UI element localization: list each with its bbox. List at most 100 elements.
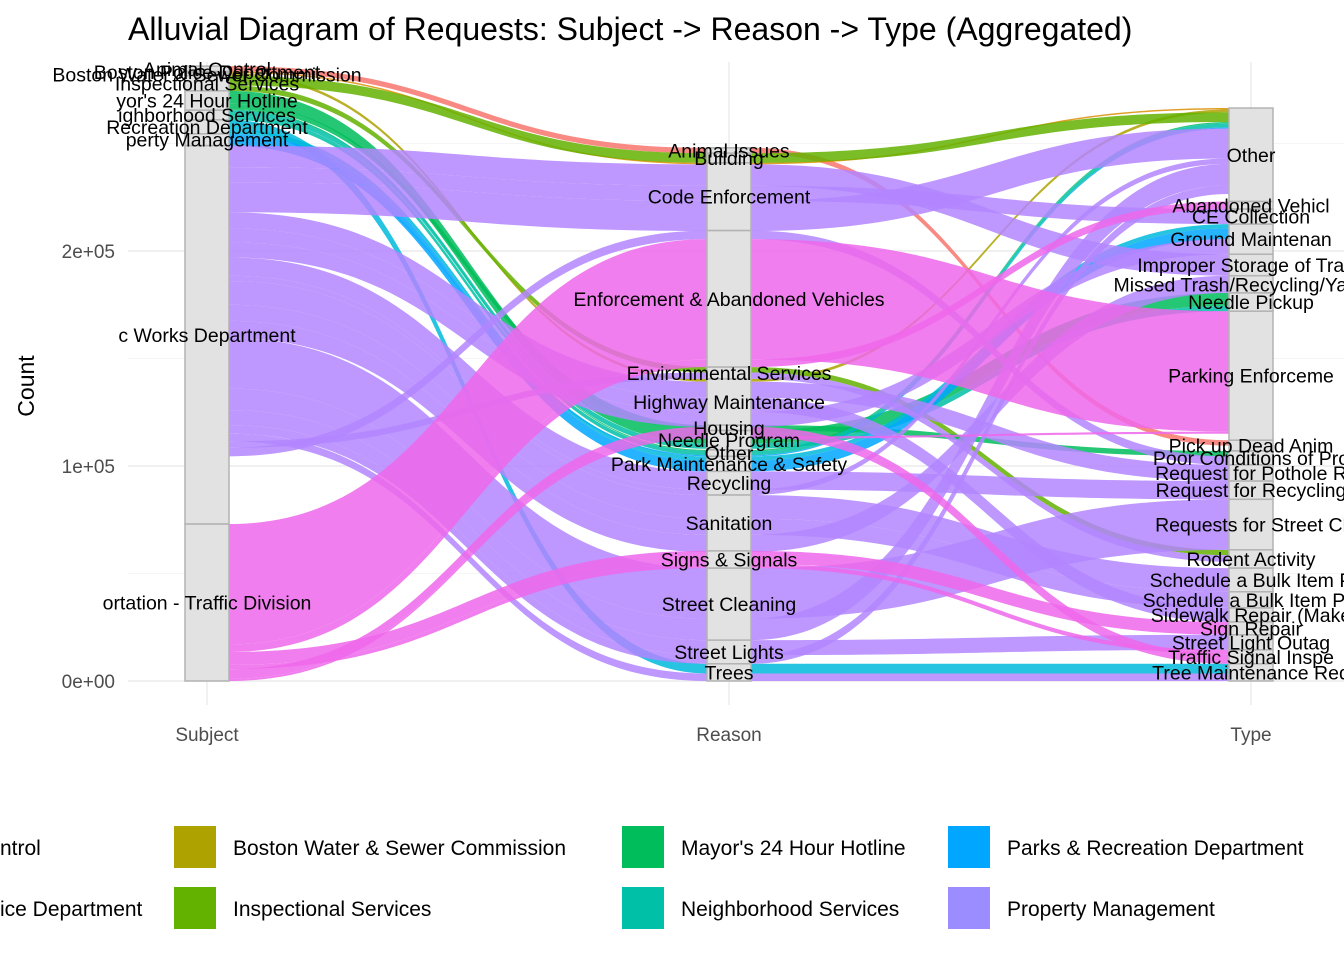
stratum-reason-code-enforcement: [706, 162, 752, 232]
legend-label-neighborhood-services: Neighborhood Services: [681, 898, 899, 921]
stratum-label-type-schedule-a-bulk-item-pickup-ss: Schedule a Bulk Item Pic: [1143, 590, 1344, 612]
x-ticks: Subject Reason Type: [175, 725, 1271, 746]
flow-public-works-department-highway-maintenance: [229, 228, 707, 412]
stratum-label-type-parking-enforcement: Parking Enforceme: [1168, 366, 1334, 388]
flow-public-works-department-street-cleaning: [229, 388, 707, 641]
stratum-type-parking-enforcement: [1228, 310, 1274, 441]
flow-public-works-department-highway-maintenance: [229, 242, 707, 427]
stratum-label-reason-building: Building: [694, 148, 763, 170]
flow-transportation-traffic-division-enforcement-abandoned-vehicles-to-abandoned-vehicles: [751, 201, 1229, 368]
stratum-reason-highway-maintenance: [706, 378, 752, 426]
stratum-label-type-schedule-a-bulk-item-pickup: Schedule a Bulk Item P: [1150, 570, 1344, 592]
stratum-label-reason-other: Other: [705, 443, 754, 465]
legend-label-parks-recreation-department: Parks & Recreation Department: [1007, 837, 1304, 860]
legend-label-animal-control: ntrol: [0, 837, 41, 860]
flow-public-works-department-trees-to-tree-maintenance-requests: [751, 673, 1229, 681]
stratum-label-reason-sanitation: Sanitation: [686, 513, 773, 535]
stratum-label-type-poor-conditions-of-property: Poor Conditions of Pro: [1153, 448, 1344, 470]
flow-inspectional-services-building-to-other: [751, 112, 1229, 163]
stratum-label-reason-code-enforcement: Code Enforcement: [648, 187, 811, 209]
stratum-label-type-abandoned-vehicles: Abandoned Vehicl: [1172, 195, 1329, 217]
stratum-reason-street-cleaning: [706, 567, 752, 641]
stratum-label-type-request-for-recycling-cart: Request for Recycling: [1156, 480, 1344, 502]
flow-public-works-department-code-enforcement: [229, 182, 707, 232]
flow-public-works-department-street-lights-to-other: [751, 185, 1229, 664]
y-tick-label: 1e+05: [62, 457, 115, 478]
legend-label-boston-police-department: ice Department: [0, 898, 143, 921]
stratum-label-type-sign-repair: Sign Repair: [1200, 618, 1302, 640]
legend: ntrol ice Department Boston Water & Sewer …: [0, 826, 1304, 929]
stratum-label-subject-animal-control: Animal Control: [143, 59, 271, 81]
flow-public-works-department-recycling: [229, 257, 707, 490]
flow-inspectional-services-environmental-services: [229, 85, 707, 373]
stratum-label-type-street-light-outages: Street Light Outag: [1172, 632, 1330, 654]
flow-neighborhood-services-needle-program: [229, 110, 707, 449]
stratum-label-subject-boston-police-department: Boston Police Department: [94, 62, 321, 84]
flow-public-works-department-street-lights: [229, 410, 707, 656]
stratum-label-subject-public-works-department: c Works Department: [118, 325, 296, 347]
flow-transportation-traffic-division-highway-maintenance-to-traffic-signal-inspection: [751, 426, 1229, 664]
stratum-label-subject-property-management: perty Management: [126, 130, 289, 152]
stratum-label-type-rodent-activity: Rodent Activity: [1187, 549, 1316, 571]
flows: [229, 66, 1229, 681]
stratum-label-reason-signs-signals: Signs & Signals: [661, 550, 798, 572]
flow-public-works-department-highway-maintenance-to-sidewalk-repair-make-safe: [751, 397, 1229, 622]
x-tick-type: Type: [1230, 725, 1271, 746]
stratum-label-reason-needle-program: Needle Program: [658, 430, 800, 452]
flow-parks-recreation-department-trees-to-tree-maintenance-requests: [751, 663, 1229, 674]
stratum-label-reason-environmental-services: Environmental Services: [627, 363, 832, 385]
y-ticks: 0e+00 1e+05 2e+05: [62, 242, 115, 693]
flow-public-works-department-street-lights-to-street-light-outages: [751, 634, 1229, 656]
stratum-label-type-request-for-pothole-repair: Request for Pothole R: [1155, 463, 1344, 485]
flow-public-works-department-street-lights: [229, 425, 707, 664]
flow-transportation-traffic-division-signs-signals-to-traffic-signal-inspection: [751, 563, 1229, 655]
flow-transportation-traffic-division-signs-signals: [229, 550, 707, 665]
flow-neighborhood-services-other: [229, 115, 707, 456]
stratum-reason-trees: [706, 663, 752, 682]
stratum-label-type-other: Other: [1227, 145, 1276, 167]
legend-label-mayor-s-24-hour-hotline: Mayor's 24 Hour Hotline: [681, 837, 906, 860]
flow-transportation-traffic-division-enforcement-abandoned-vehicles: [229, 239, 707, 645]
flow-public-works-department-code-enforcement-to-other: [751, 128, 1229, 232]
stratum-subject-public-works-department: [184, 144, 230, 525]
flow-public-works-department-street-cleaning-to-other: [751, 163, 1229, 641]
legend-swatch-neighborhood-services: [622, 887, 664, 929]
stratum-label-reason-street-cleaning: Street Cleaning: [662, 594, 796, 616]
flow-public-works-department-code-enforcement: [229, 167, 707, 201]
stratum-subject-transportation-traffic-division: [184, 523, 230, 682]
stratum-label-type-requests-for-street-cleaning: Requests for Street Cl: [1155, 515, 1344, 537]
stratum-label-reason-street-lights: Street Lights: [674, 642, 784, 664]
legend-swatch-mayor-s-24-hour-hotline: [622, 826, 664, 868]
flow-animal-control-animal-issues: [229, 66, 707, 154]
flow-transportation-traffic-division-highway-maintenance-to-parking-enforcement: [751, 431, 1229, 439]
stratum-label-type-sidewalk-repair-make-safe: Sidewalk Repair (Make: [1151, 605, 1344, 627]
stratum-label-reason-enforcement-abandoned-vehicles: Enforcement & Abandoned Vehicles: [573, 289, 884, 311]
flow-transportation-traffic-division-enforcement-abandoned-vehicles: [229, 359, 707, 652]
stratum-label-type-tree-maintenance-requests: Tree Maintenance Req: [1152, 662, 1344, 684]
flow-public-works-department-enforcement-abandoned-vehicles: [229, 230, 707, 457]
legend-label-boston-water-sewer-commission: Boston Water & Sewer Commission: [233, 837, 566, 860]
stratum-type-requests-for-street-cleaning: [1228, 498, 1274, 551]
stratum-label-reason-housing: Housing: [693, 418, 765, 440]
stratum-type-other: [1228, 107, 1274, 203]
chart-title: Alluvial Diagram of Requests: Subject ->…: [128, 11, 1132, 47]
legend-label-inspectional-services: Inspectional Services: [233, 898, 431, 921]
stratum-type-tree-maintenance-requests: [1228, 663, 1274, 682]
stratum-label-type-missed-trash-recycling-yard-waste-bulk-item: Missed Trash/Recycling/Yard W: [1114, 274, 1344, 296]
flow-transportation-traffic-division-signs-signals: [229, 563, 707, 670]
stratum-label-reason-highway-maintenance: Highway Maintenance: [633, 392, 825, 414]
stratum-label-reason-animal-issues: Animal Issues: [668, 140, 790, 162]
flow-public-works-department-recycling-to-request-for-recycling-cart: [751, 471, 1229, 500]
flow-transportation-traffic-division-enforcement-abandoned-vehicles-to-parking-enforcement: [751, 239, 1229, 432]
stratum-label-subject-boston-water-sewer-commission: Boston Water & Sewer Commission: [52, 64, 361, 86]
stratum-label-reason-trees: Trees: [704, 662, 753, 684]
flow-public-works-department-environmental-services-to-rodent-activity: [751, 372, 1229, 562]
stratum-label-subject-neighborhood-services: ighborhood Services: [118, 105, 296, 127]
y-axis-title: Count: [13, 355, 39, 417]
stratum-label-subject-transportation-traffic-division: ortation - Traffic Division: [103, 593, 312, 615]
stratum-label-reason-park-maintenance-safety: Park Maintenance & Safety: [611, 454, 848, 476]
stratum-label-subject-mayor-s-24-hour-hotline: yor's 24 Hour Hotline: [116, 91, 297, 113]
x-tick-reason: Reason: [696, 725, 762, 746]
stratum-label-subject-parks-recreation-department: Recreation Department: [106, 117, 308, 139]
legend-swatch-property-management: [948, 887, 990, 929]
